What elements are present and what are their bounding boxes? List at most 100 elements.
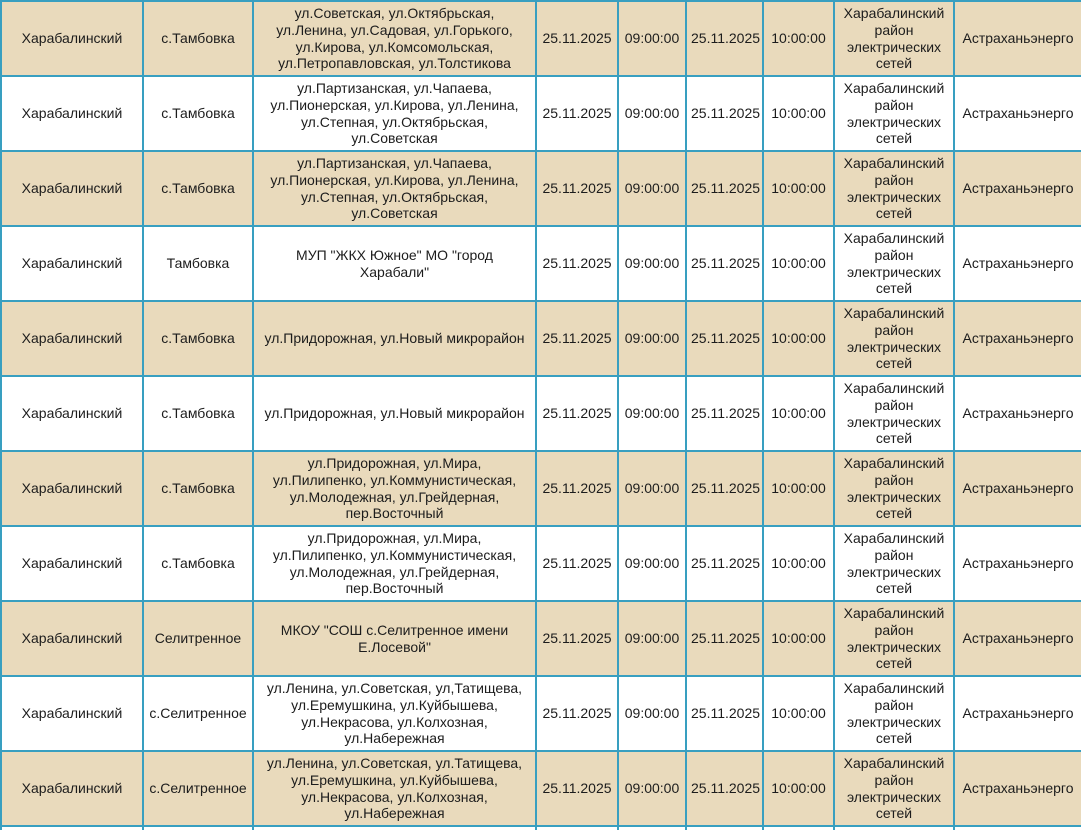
cell-start-date: 25.11.2025 [535, 300, 619, 377]
cell-end-date: 25.11.2025 [685, 750, 764, 827]
cell-settlement: с.Тамбовка [142, 150, 254, 227]
cell-end-time: 10:00:00 [762, 600, 835, 677]
cell-settlement: с.Селитренное [142, 675, 254, 752]
cell-streets: ул.Партизанская, ул.Чапаева, ул.Пионерск… [252, 75, 537, 152]
cell-streets [252, 825, 537, 830]
table-row: Харабалинский Селитренное МКОУ "СОШ с.Сели… [0, 600, 1081, 677]
cell-start-date: 25.11.2025 [535, 150, 619, 227]
cell-company: Астраханьэнерго [953, 375, 1081, 452]
cell-settlement: с.Тамбовка [142, 375, 254, 452]
cell-end-time: 10:00:00 [762, 150, 835, 227]
cell-end-date: 25.11.2025 [685, 75, 764, 152]
cell-district: Харабалинский [0, 225, 144, 302]
cell-streets: ул.Советская, ул.Октябрьская, ул.Ленина,… [252, 0, 537, 77]
cell-end-date: 25.11.2025 [685, 375, 764, 452]
cell-start-date: 25.11.2025 [535, 525, 619, 602]
cell-district: Харабалинский [0, 450, 144, 527]
cell-streets: ул.Партизанская, ул.Чапаева, ул.Пионерск… [252, 150, 537, 227]
cell-end-date: 25.11.2025 [685, 600, 764, 677]
cell-end-time: 10:00:00 [762, 225, 835, 302]
cell-streets: ул.Ленина, ул.Советская, ул.Татищева, ул… [252, 750, 537, 827]
cell-end-date: 25.11.2025 [685, 300, 764, 377]
cell-company: Астраханьэнерго [953, 600, 1081, 677]
cell-end-time: 10:00:00 [762, 0, 835, 77]
cell-start-time: 09:00:00 [617, 600, 687, 677]
cell-company: Астраханьэнерго [953, 750, 1081, 827]
cell-organization: Харабалинский район электрических сетей [833, 150, 955, 227]
cell-streets: МУП "ЖКХ Южное" МО "город Харабали" [252, 225, 537, 302]
cell-settlement: с.Тамбовка [142, 300, 254, 377]
cell-district: Харабалинский [0, 600, 144, 677]
cell-settlement: Селитренное [142, 600, 254, 677]
cell-start-time: 09:00:00 [617, 300, 687, 377]
table-row: Харабалинский с.Тамбовка ул.Придорожная, у… [0, 450, 1081, 527]
cell-settlement: с.Селитренное [142, 750, 254, 827]
cell-start-date: 25.11.2025 [535, 600, 619, 677]
cell-district: Харабалинский [0, 750, 144, 827]
cell-end-date: 25.11.2025 [685, 150, 764, 227]
table-row: Харабалинский с.Тамбовка ул.Придорожная, у… [0, 525, 1081, 602]
cell-company: Астраханьэнерго [953, 450, 1081, 527]
cell-streets: ул.Придорожная, ул.Мира, ул.Пилипенко, у… [252, 450, 537, 527]
cell-organization: Харабалинский район электрических сетей [833, 600, 955, 677]
cell-organization: Харабалинский район электрических сетей [833, 750, 955, 827]
cell-district: Харабалинский [0, 0, 144, 77]
table-row: Харабалинский с.Тамбовка ул.Придорожная, у… [0, 375, 1081, 452]
cell-end-time: 10:00:00 [762, 375, 835, 452]
cell-end-time: 10:00:00 [762, 750, 835, 827]
table-row: Харабалинский с.Тамбовка ул.Партизанская, … [0, 75, 1081, 152]
table-row: Харабалинский с.Селитренное ул.Ленина, ул.… [0, 675, 1081, 752]
cell-end-date: 25.11.2025 [685, 225, 764, 302]
table-row: Харабалинский с.Тамбовка ул.Советская, ул.… [0, 0, 1081, 77]
cell-company: Астраханьэнерго [953, 75, 1081, 152]
cell-settlement: Тамбовка [142, 225, 254, 302]
table-row: Харабалинский с.Селитренное ул.Ленина, ул.… [0, 750, 1081, 827]
cell-start-date: 25.11.2025 [535, 225, 619, 302]
cell-district: Харабалинский [0, 375, 144, 452]
cell-settlement: с.Тамбовка [142, 0, 254, 77]
cell-organization: Харабалинский район электрических сетей [833, 525, 955, 602]
cell-end-date: 25.11.2025 [685, 675, 764, 752]
cell-start-date: 25.11.2025 [535, 750, 619, 827]
cell-settlement [142, 825, 254, 830]
table-row-cutoff [0, 825, 1081, 830]
cell-organization: Харабалинский район электрических сетей [833, 0, 955, 77]
cell-end-time: 10:00:00 [762, 525, 835, 602]
cell-company: Астраханьэнерго [953, 0, 1081, 77]
cell-company: Астраханьэнерго [953, 150, 1081, 227]
cell-start-time: 09:00:00 [617, 675, 687, 752]
cell-district: Харабалинский [0, 75, 144, 152]
cell-end-date: 25.11.2025 [685, 525, 764, 602]
cell-organization: Харабалинский район электрических сетей [833, 375, 955, 452]
cell-organization: Харабалинский район электрических сетей [833, 675, 955, 752]
cell-company [953, 825, 1081, 830]
cell-end-date: 25.11.2025 [685, 0, 764, 77]
cell-company: Астраханьэнерго [953, 525, 1081, 602]
cell-streets: ул.Ленина, ул.Советская, ул,Татищева, ул… [252, 675, 537, 752]
cell-district: Харабалинский [0, 525, 144, 602]
table-row: Харабалинский Тамбовка МУП "ЖКХ Южное" МО … [0, 225, 1081, 302]
cell-end-time: 10:00:00 [762, 675, 835, 752]
cell-streets: ул.Придорожная, ул.Мира, ул.Пилипенко, у… [252, 525, 537, 602]
cell-organization: Харабалинский район электрических сетей [833, 75, 955, 152]
cell-start-time [617, 825, 687, 830]
cell-organization: Харабалинский район электрических сетей [833, 300, 955, 377]
cell-organization: Харабалинский район электрических сетей [833, 450, 955, 527]
cell-company: Астраханьэнерго [953, 675, 1081, 752]
cell-organization [833, 825, 955, 830]
cell-end-date [685, 825, 764, 830]
cell-organization: Харабалинский район электрических сетей [833, 225, 955, 302]
cell-district: Харабалинский [0, 150, 144, 227]
cell-district: Харабалинский [0, 300, 144, 377]
cell-settlement: с.Тамбовка [142, 450, 254, 527]
cell-start-time: 09:00:00 [617, 375, 687, 452]
cell-start-time: 09:00:00 [617, 0, 687, 77]
cell-start-date: 25.11.2025 [535, 0, 619, 77]
cell-company: Астраханьэнерго [953, 300, 1081, 377]
cell-end-time [762, 825, 835, 830]
cell-district [0, 825, 144, 830]
cell-start-time: 09:00:00 [617, 750, 687, 827]
cell-streets: ул.Придорожная, ул.Новый микрорайон [252, 300, 537, 377]
cell-end-time: 10:00:00 [762, 300, 835, 377]
